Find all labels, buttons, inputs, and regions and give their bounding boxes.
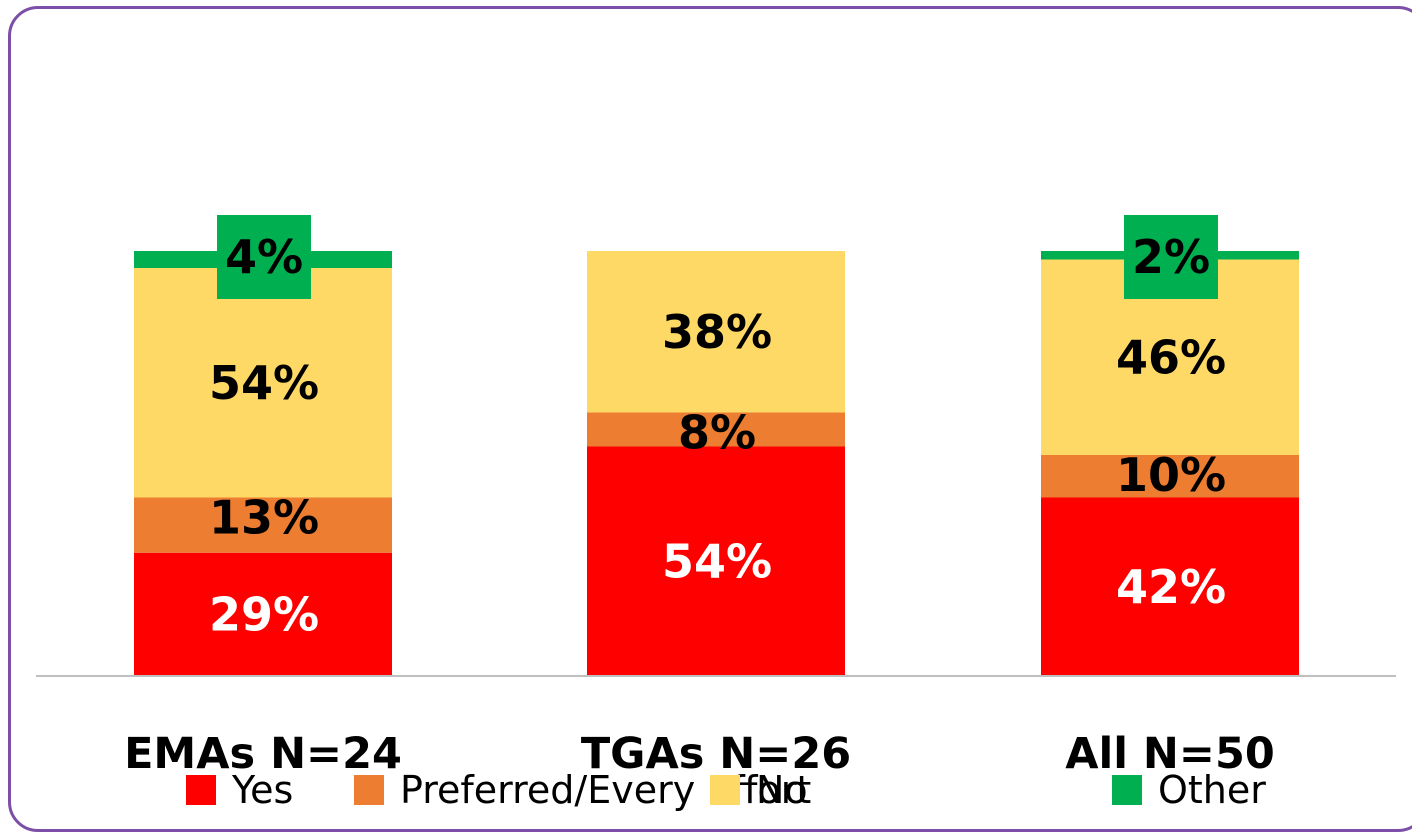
data-label-no-emas-n-24: 54% — [209, 356, 319, 410]
data-label-box-other-emas-n-24 — [217, 215, 311, 299]
bar-yes-all-n-50 — [1041, 497, 1299, 676]
legend-label-yes: Yes — [231, 768, 293, 812]
legend-label-other: Other — [1158, 768, 1266, 812]
category-label-emas-n-24: EMAs N=24 — [124, 729, 402, 779]
bar-preferred-every-effort-tgas-n-26 — [587, 412, 845, 447]
data-label-yes-tgas-n-26: 54% — [662, 534, 772, 588]
bar-no-emas-n-24 — [134, 268, 392, 498]
bar-preferred-every-effort-emas-n-24 — [134, 497, 392, 553]
category-labels: EMAs N=24 TGAs N=26 All N=50 — [124, 729, 1275, 779]
data-label-no-all-n-50: 46% — [1116, 330, 1226, 384]
legend-swatch-other — [1112, 775, 1142, 805]
data-label-no-tgas-n-26: 38% — [662, 305, 772, 359]
plot-area: 29% 13% 54% 4% 54% 8% 38% 42% 10% 46% 2% — [134, 215, 1299, 676]
bar-yes-emas-n-24 — [134, 552, 392, 676]
legend-swatch-yes — [186, 775, 216, 805]
legend-label-preferred-every-effort: Preferred/Every Effort — [400, 768, 811, 812]
data-label-other-all-n-50: 2% — [1132, 230, 1210, 284]
data-label-yes-all-n-50: 42% — [1116, 560, 1226, 614]
category-label-tgas-n-26: TGAs N=26 — [581, 729, 851, 779]
data-label-preferred-every-effort-tgas-n-26: 8% — [678, 406, 756, 460]
bar-no-tgas-n-26 — [587, 251, 845, 413]
legend-swatch-preferred-every-effort — [354, 775, 384, 805]
category-label-all-n-50: All N=50 — [1065, 729, 1275, 779]
data-label-yes-emas-n-24: 29% — [209, 587, 319, 641]
bar-preferred-every-effort-all-n-50 — [1041, 455, 1299, 498]
bar-yes-tgas-n-26 — [587, 446, 845, 676]
data-label-other-emas-n-24: 4% — [225, 230, 303, 284]
data-label-box-other-all-n-50 — [1124, 215, 1218, 299]
data-label-preferred-every-effort-all-n-50: 10% — [1116, 448, 1226, 502]
data-label-preferred-every-effort-emas-n-24: 13% — [209, 491, 319, 545]
legend-label-no: No — [756, 768, 808, 812]
legend-swatch-no — [710, 775, 740, 805]
